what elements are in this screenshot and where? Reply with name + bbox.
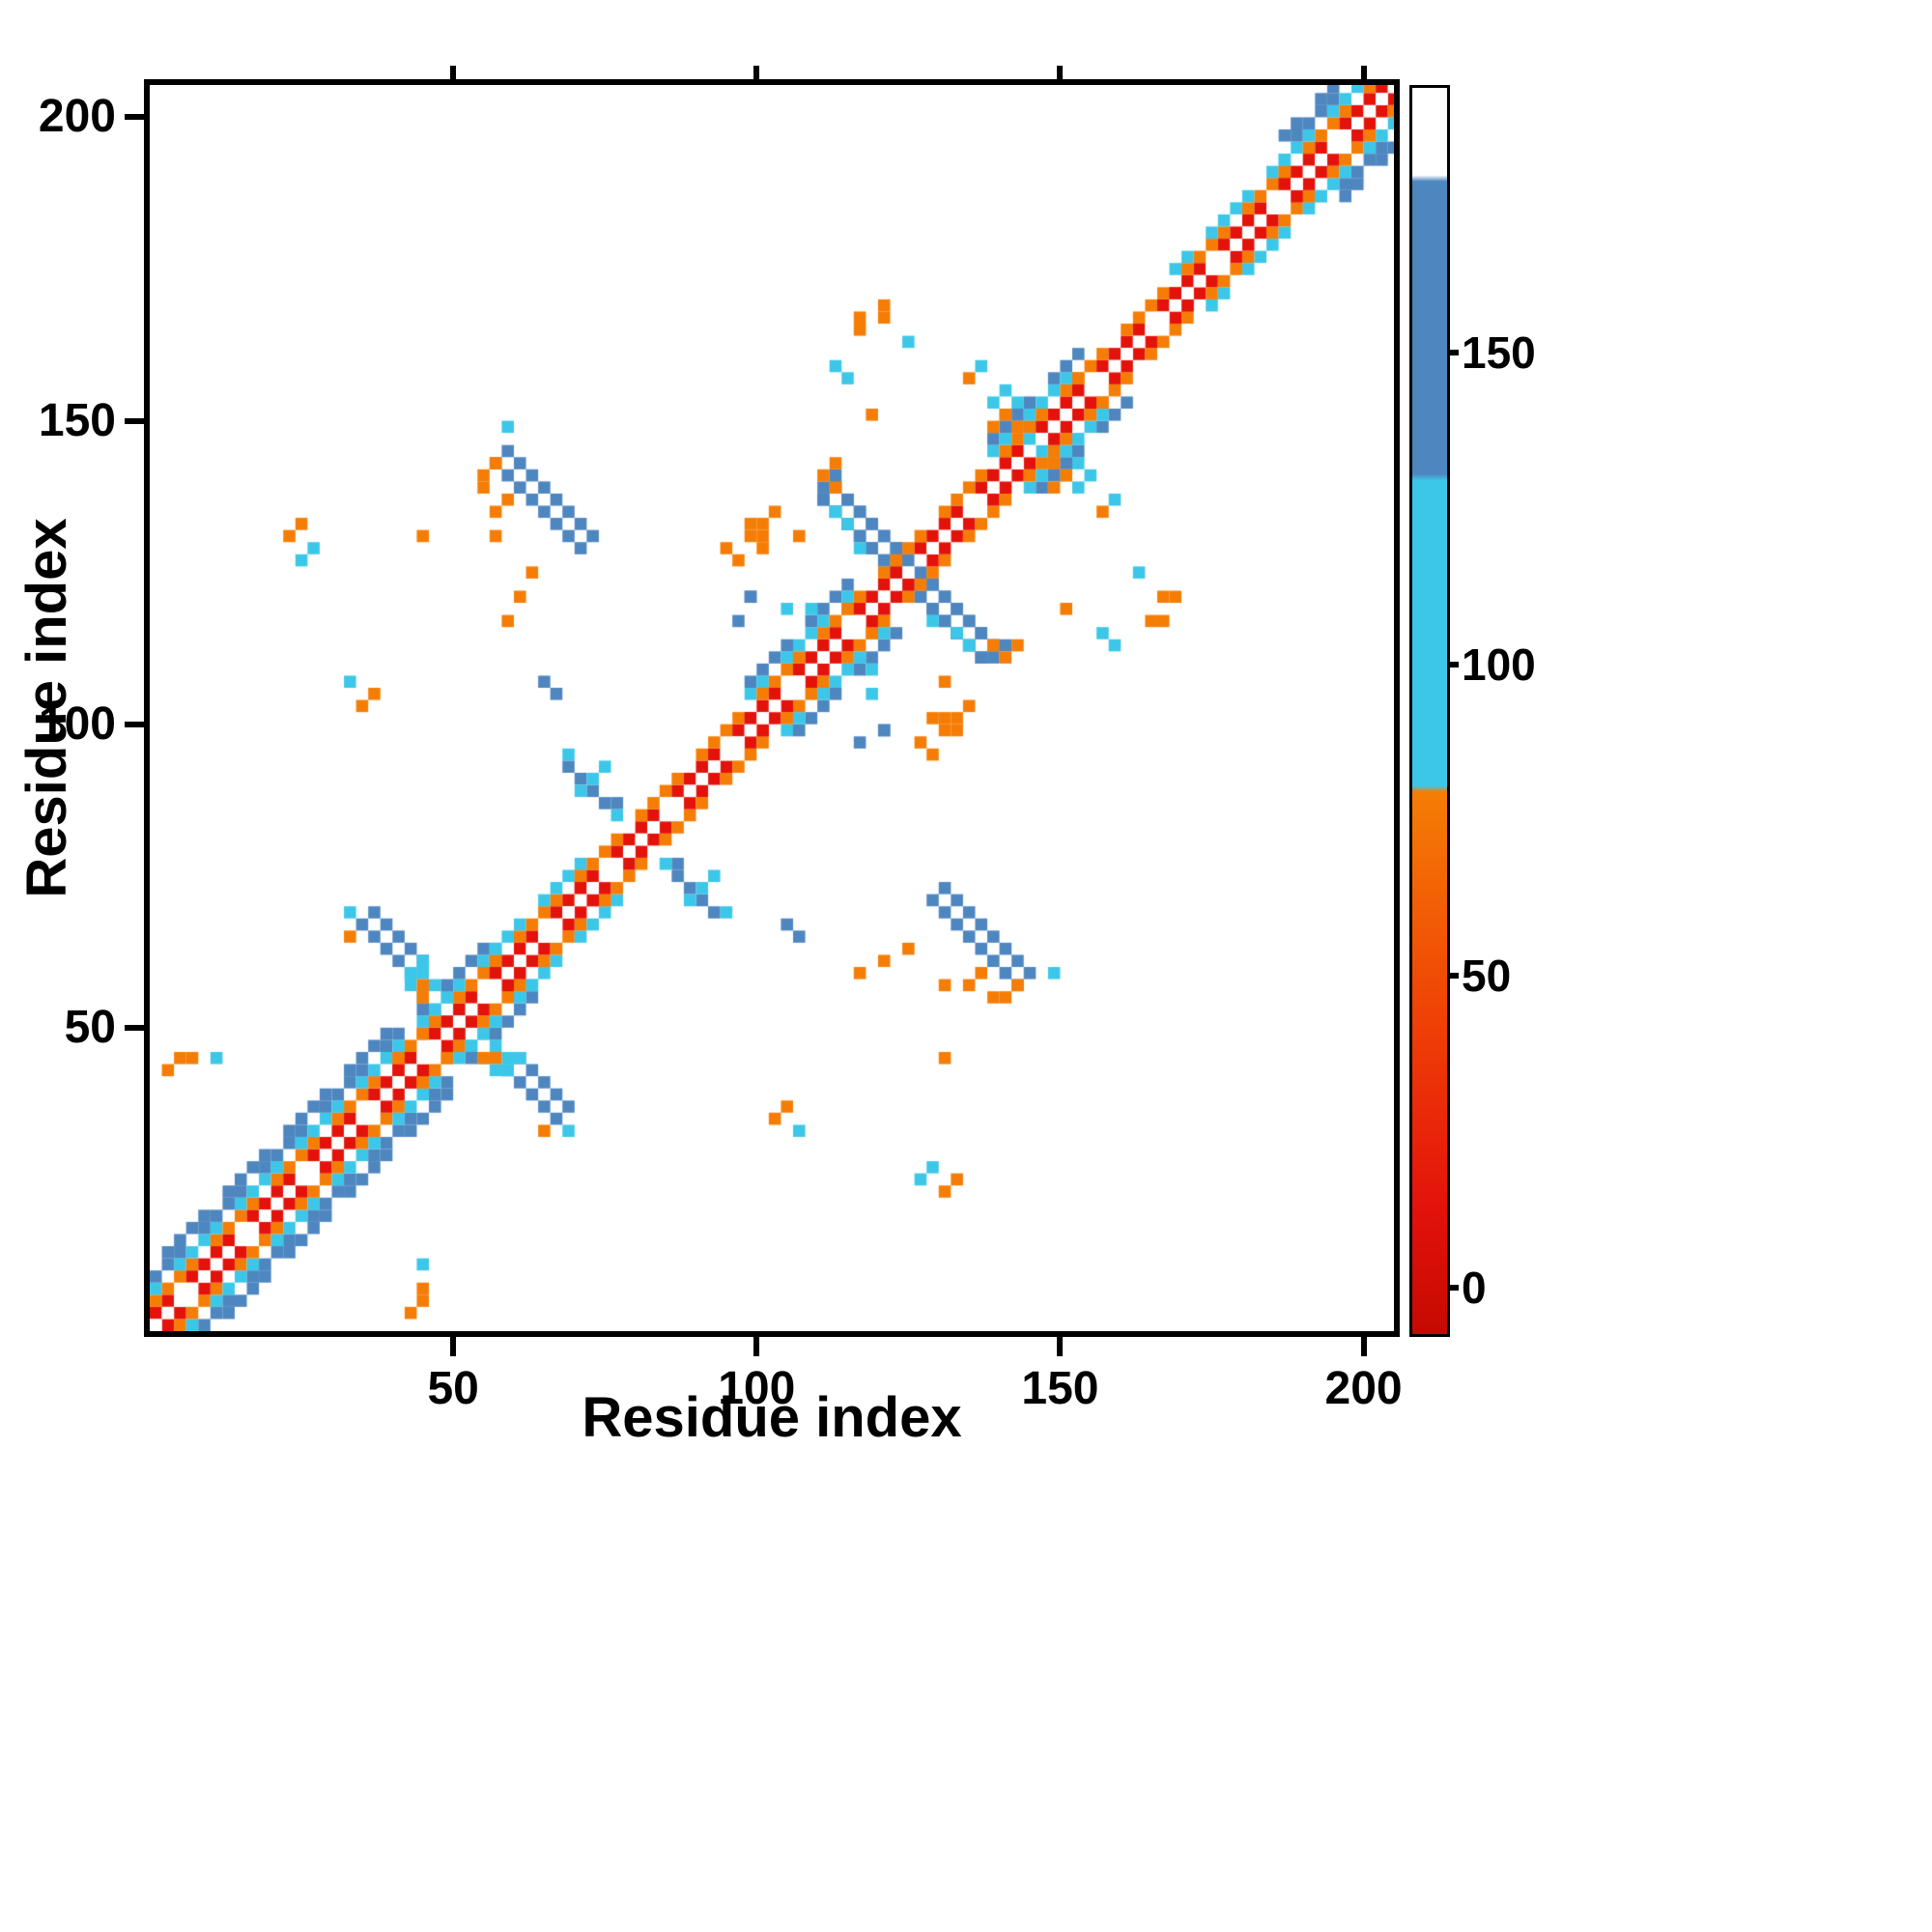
- colorbar-tick-label: 0: [1462, 1262, 1487, 1313]
- colorbar-tick-label: 50: [1462, 951, 1512, 1002]
- x-tick-top: [1360, 66, 1367, 83]
- colorbar-tick: [1447, 350, 1459, 356]
- y-tick-label: 150: [38, 394, 116, 446]
- x-tick: [1360, 1337, 1367, 1356]
- colorbar-tick-label: 100: [1462, 639, 1536, 690]
- y-tick: [125, 1024, 144, 1031]
- y-tick: [125, 417, 144, 424]
- colorbar-tick: [1447, 973, 1459, 980]
- x-tick: [450, 1337, 457, 1356]
- colorbar-tick-label: 150: [1462, 327, 1536, 379]
- x-tick-top: [450, 66, 457, 83]
- colorbar-tick: [1447, 661, 1459, 668]
- y-tick-label: 100: [38, 697, 116, 750]
- y-tick: [125, 114, 144, 121]
- x-tick: [753, 1337, 760, 1356]
- x-tick-label: 50: [427, 1363, 479, 1414]
- x-tick-label: 100: [718, 1363, 796, 1414]
- y-tick: [125, 721, 144, 727]
- heatmap-canvas: [150, 85, 1394, 1331]
- y-tick-label: 50: [64, 1001, 116, 1053]
- x-tick-top: [1057, 66, 1064, 83]
- x-tick-label: 150: [1021, 1363, 1099, 1414]
- x-tick: [1057, 1337, 1064, 1356]
- colorbar-gradient: [1412, 88, 1447, 1334]
- x-axis-label: Residue index: [582, 1386, 962, 1449]
- x-tick-label: 200: [1324, 1363, 1403, 1414]
- colorbar: [1409, 85, 1450, 1337]
- colorbar-tick: [1447, 1284, 1459, 1291]
- y-tick-label: 200: [38, 91, 116, 143]
- x-tick-top: [753, 66, 760, 83]
